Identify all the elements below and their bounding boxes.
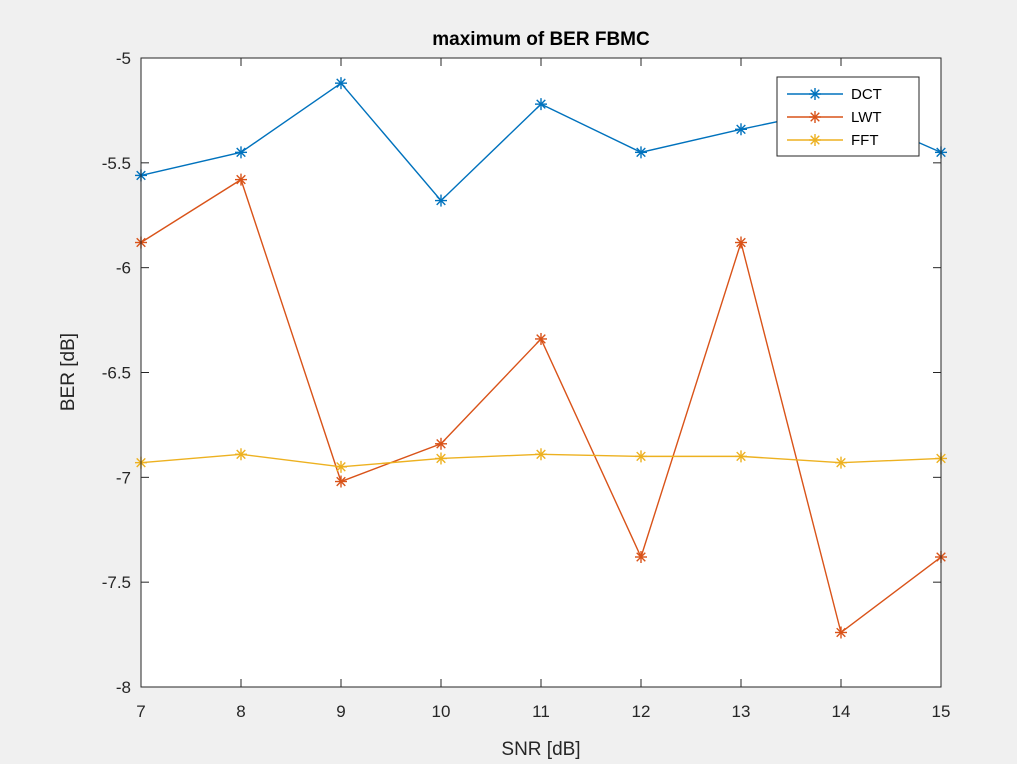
x-axis-label: SNR [dB] bbox=[501, 739, 580, 760]
series-fft-point bbox=[535, 448, 547, 461]
series-lwt-point bbox=[235, 173, 247, 186]
legend-marker-fft bbox=[809, 134, 821, 146]
x-tick-label: 7 bbox=[136, 702, 145, 721]
x-tick-label: 12 bbox=[632, 702, 651, 721]
series-fft-point bbox=[435, 452, 447, 465]
legend-marker-lwt bbox=[809, 111, 821, 123]
series-fft-point bbox=[335, 460, 347, 473]
series-dct-point bbox=[435, 194, 447, 207]
series-fft-point bbox=[635, 450, 647, 463]
y-tick-label: -6.5 bbox=[102, 364, 131, 383]
plot-area bbox=[141, 58, 941, 687]
series-lwt-point bbox=[435, 437, 447, 450]
series-lwt-point bbox=[735, 236, 747, 249]
x-tick-label: 11 bbox=[532, 702, 550, 721]
series-dct-point bbox=[635, 146, 647, 159]
x-tick-label: 10 bbox=[432, 702, 451, 721]
chart-title: maximum of BER FBMC bbox=[432, 29, 650, 50]
series-lwt bbox=[135, 173, 947, 639]
x-tick-label: 13 bbox=[732, 702, 751, 721]
series-dct-point bbox=[735, 123, 747, 136]
y-tick-label: -6 bbox=[116, 259, 131, 278]
series-dct-point bbox=[335, 77, 347, 90]
legend-label-lwt: LWT bbox=[851, 109, 882, 126]
legend-label-dct: DCT bbox=[851, 86, 882, 103]
series-lwt-point bbox=[335, 475, 347, 488]
series-lwt-point bbox=[535, 332, 547, 345]
series-lwt-point bbox=[835, 626, 847, 639]
y-tick-label: -7.5 bbox=[102, 573, 131, 592]
series-dct-point bbox=[235, 146, 247, 159]
y-tick-label: -7 bbox=[116, 468, 131, 487]
y-tick-label: -8 bbox=[116, 678, 131, 697]
y-axis-label: BER [dB] bbox=[58, 333, 79, 411]
x-tick-label: 8 bbox=[236, 702, 245, 721]
series-fft-point bbox=[235, 448, 247, 461]
series-lwt-point bbox=[635, 551, 647, 564]
legend: DCT LWT FFT bbox=[776, 76, 920, 157]
series-fft-point bbox=[735, 450, 747, 463]
y-tick-label: -5.5 bbox=[102, 154, 131, 173]
x-tick-label: 15 bbox=[932, 702, 951, 721]
legend-marker-dct bbox=[809, 88, 821, 100]
legend-label-fft: FFT bbox=[851, 132, 879, 149]
x-tick-label: 14 bbox=[832, 702, 851, 721]
series-fft-point bbox=[835, 456, 847, 469]
series-dct-point bbox=[535, 98, 547, 111]
y-tick-label: -5 bbox=[116, 49, 131, 68]
x-tick-label: 9 bbox=[336, 702, 345, 721]
axes-layer: 7 8 9 10 11 12 13 14 15 -5 -5.5 -6 -6.5 -7 -7.5 -8 bbox=[102, 49, 951, 721]
